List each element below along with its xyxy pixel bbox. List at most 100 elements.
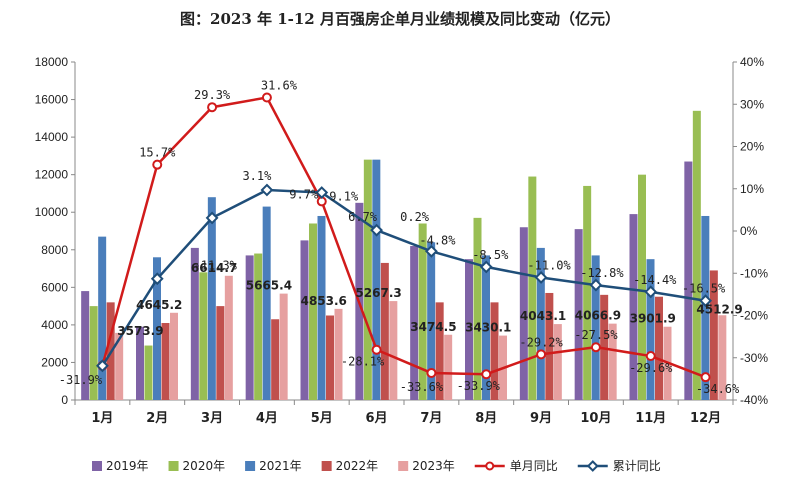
axes: 0 2000 4000 6000 8000 10000 12000 14000 16000 180… [35,55,769,426]
x-tick-label: 12月 [690,411,721,426]
cumulative-yoy-label: -14.4% [633,273,677,287]
line-累计同比 [101,188,706,367]
cumulative-yoy-label: -12.8% [580,266,624,280]
y-right-tick-label: 20% [740,140,764,154]
x-tick-label: 10月 [580,411,611,426]
y-right-tick-label: -20% [740,309,768,323]
bar-2023-value-label: 5665.4 [246,279,292,293]
monthly-yoy-label: -33.9% [457,379,501,393]
bar-2021年-2月 [153,257,161,400]
y-right-tick-label: 10% [740,182,764,196]
point-单月同比-8月 [481,369,492,380]
bar-2019年-10月 [574,229,583,400]
legend-swatch [245,461,256,471]
y-left-tick-label: 2000 [41,355,68,369]
x-tick-label: 7月 [420,411,442,426]
chart-title: 图：2023 年 1-12 月百强房企单月业绩规模及同比变动（亿元） [180,10,620,28]
monthly-yoy-label: -33.6% [400,380,444,394]
x-tick-label: 11月 [635,411,666,426]
point-累计同比-10月 [589,278,603,292]
bar-2022年-8月 [490,302,499,400]
bar-2019年-5月 [300,240,309,400]
legend-marker [586,460,599,472]
monthly-yoy-label: -31.9% [59,373,103,387]
bar-2020年-5月 [309,223,317,400]
x-tick-label: 4月 [256,411,278,426]
bar-2023年-7月 [444,334,453,400]
y-left-tick-label: 6000 [41,280,68,294]
point-累计同比-11月 [644,285,658,299]
bar-2023年-2月 [170,312,178,400]
point-累计同比-5月 [315,186,329,199]
cumulative-yoy-label: 6.7% [348,210,378,224]
monthly-yoy-label: -27.5% [574,328,618,342]
bar-2022年-9月 [545,292,554,400]
legend-swatch [168,461,179,471]
cumulative-yoy-label: -11.0% [527,258,571,272]
bar-2019年-1月 [81,291,90,400]
bar-2023-value-label: 4512.9 [696,302,742,316]
y-right-tick-label: -10% [740,266,768,280]
bar-2023年-10月 [608,323,617,400]
legend-swatch [321,461,332,471]
bar-2021年-6月 [372,159,381,400]
bar-2020年-1月 [89,306,98,400]
point-单月同比-7月 [426,367,437,378]
bar-2023年-9月 [553,324,562,400]
bar-2023-value-label: 4645.2 [136,298,182,312]
point-单月同比-4月 [261,92,272,103]
bar-2022年-5月 [326,315,334,400]
point-累计同比-9月 [534,271,548,284]
y-left-tick-label: 14000 [35,130,69,144]
bar-2022年-6月 [380,262,389,400]
bar-2022年-2月 [161,323,170,400]
point-单月同比-9月 [536,349,547,360]
legend-swatch [398,461,409,471]
y-left-tick-label: 8000 [41,243,68,257]
y-left-tick-label: 18000 [35,55,69,69]
point-累计同比-3月 [205,211,219,225]
bar-2020年-11月 [638,174,646,400]
legend: 2019年 2020年 2021年 2022年 2023年 单月同比 累计同比 [92,459,661,473]
point-单月同比-11月 [645,351,656,362]
y-right-tick-label: 30% [740,97,764,111]
bar-2021年-1月 [98,236,107,400]
bar-2019年-8月 [465,259,473,400]
cumulative-yoy-label: -16.5% [682,282,726,296]
y-left-tick-label: 12000 [35,168,69,182]
bar-2021年-8月 [482,255,490,400]
monthly-yoy-label: 29.3% [194,88,231,102]
bar-2023-value-label: 4043.1 [520,309,566,323]
monthly-yoy-label: -28.1% [341,355,385,369]
bar-2020年-10月 [583,185,592,400]
bar-2023-value-label: 6614.7 [191,261,237,275]
y-left-tick-label: 10000 [35,205,69,219]
bar-2019年-9月 [519,227,528,400]
x-tick-label: 3月 [201,411,223,426]
bar-2021年-3月 [207,197,216,400]
monthly-yoy-label: 31.6% [261,78,298,92]
point-累计同比-8月 [479,260,493,274]
point-单月同比-2月 [152,159,163,170]
y-right-tick-label: 0% [740,224,758,238]
point-单月同比-12月 [700,372,711,383]
bar-2023年-12月 [718,315,727,400]
bar-2023-value-label: 3430.1 [465,321,511,335]
bar-2023-value-label: 3573.9 [117,324,163,338]
bar-2019年-4月 [245,255,254,400]
cumulative-yoy-label: -4.8% [419,233,456,247]
bar-2023年-3月 [224,275,233,400]
monthly-yoy-label: -29.6% [629,361,673,375]
cumulative-yoy-label: 3.1% [242,169,272,183]
bar-2022年-11月 [655,296,663,400]
bar-2019年-12月 [684,161,693,400]
line-单月同比 [101,96,707,379]
bar-2023年-6月 [389,301,398,400]
y-left-tick-label: 4000 [41,318,68,332]
x-tick-label: 8月 [475,411,497,426]
bar-2023年-4月 [279,293,288,400]
bar-2020年-9月 [528,176,537,400]
monthly-yoy-label: 15.7% [139,146,176,160]
lines [96,92,712,383]
legend-label: 2023年 [412,459,455,473]
